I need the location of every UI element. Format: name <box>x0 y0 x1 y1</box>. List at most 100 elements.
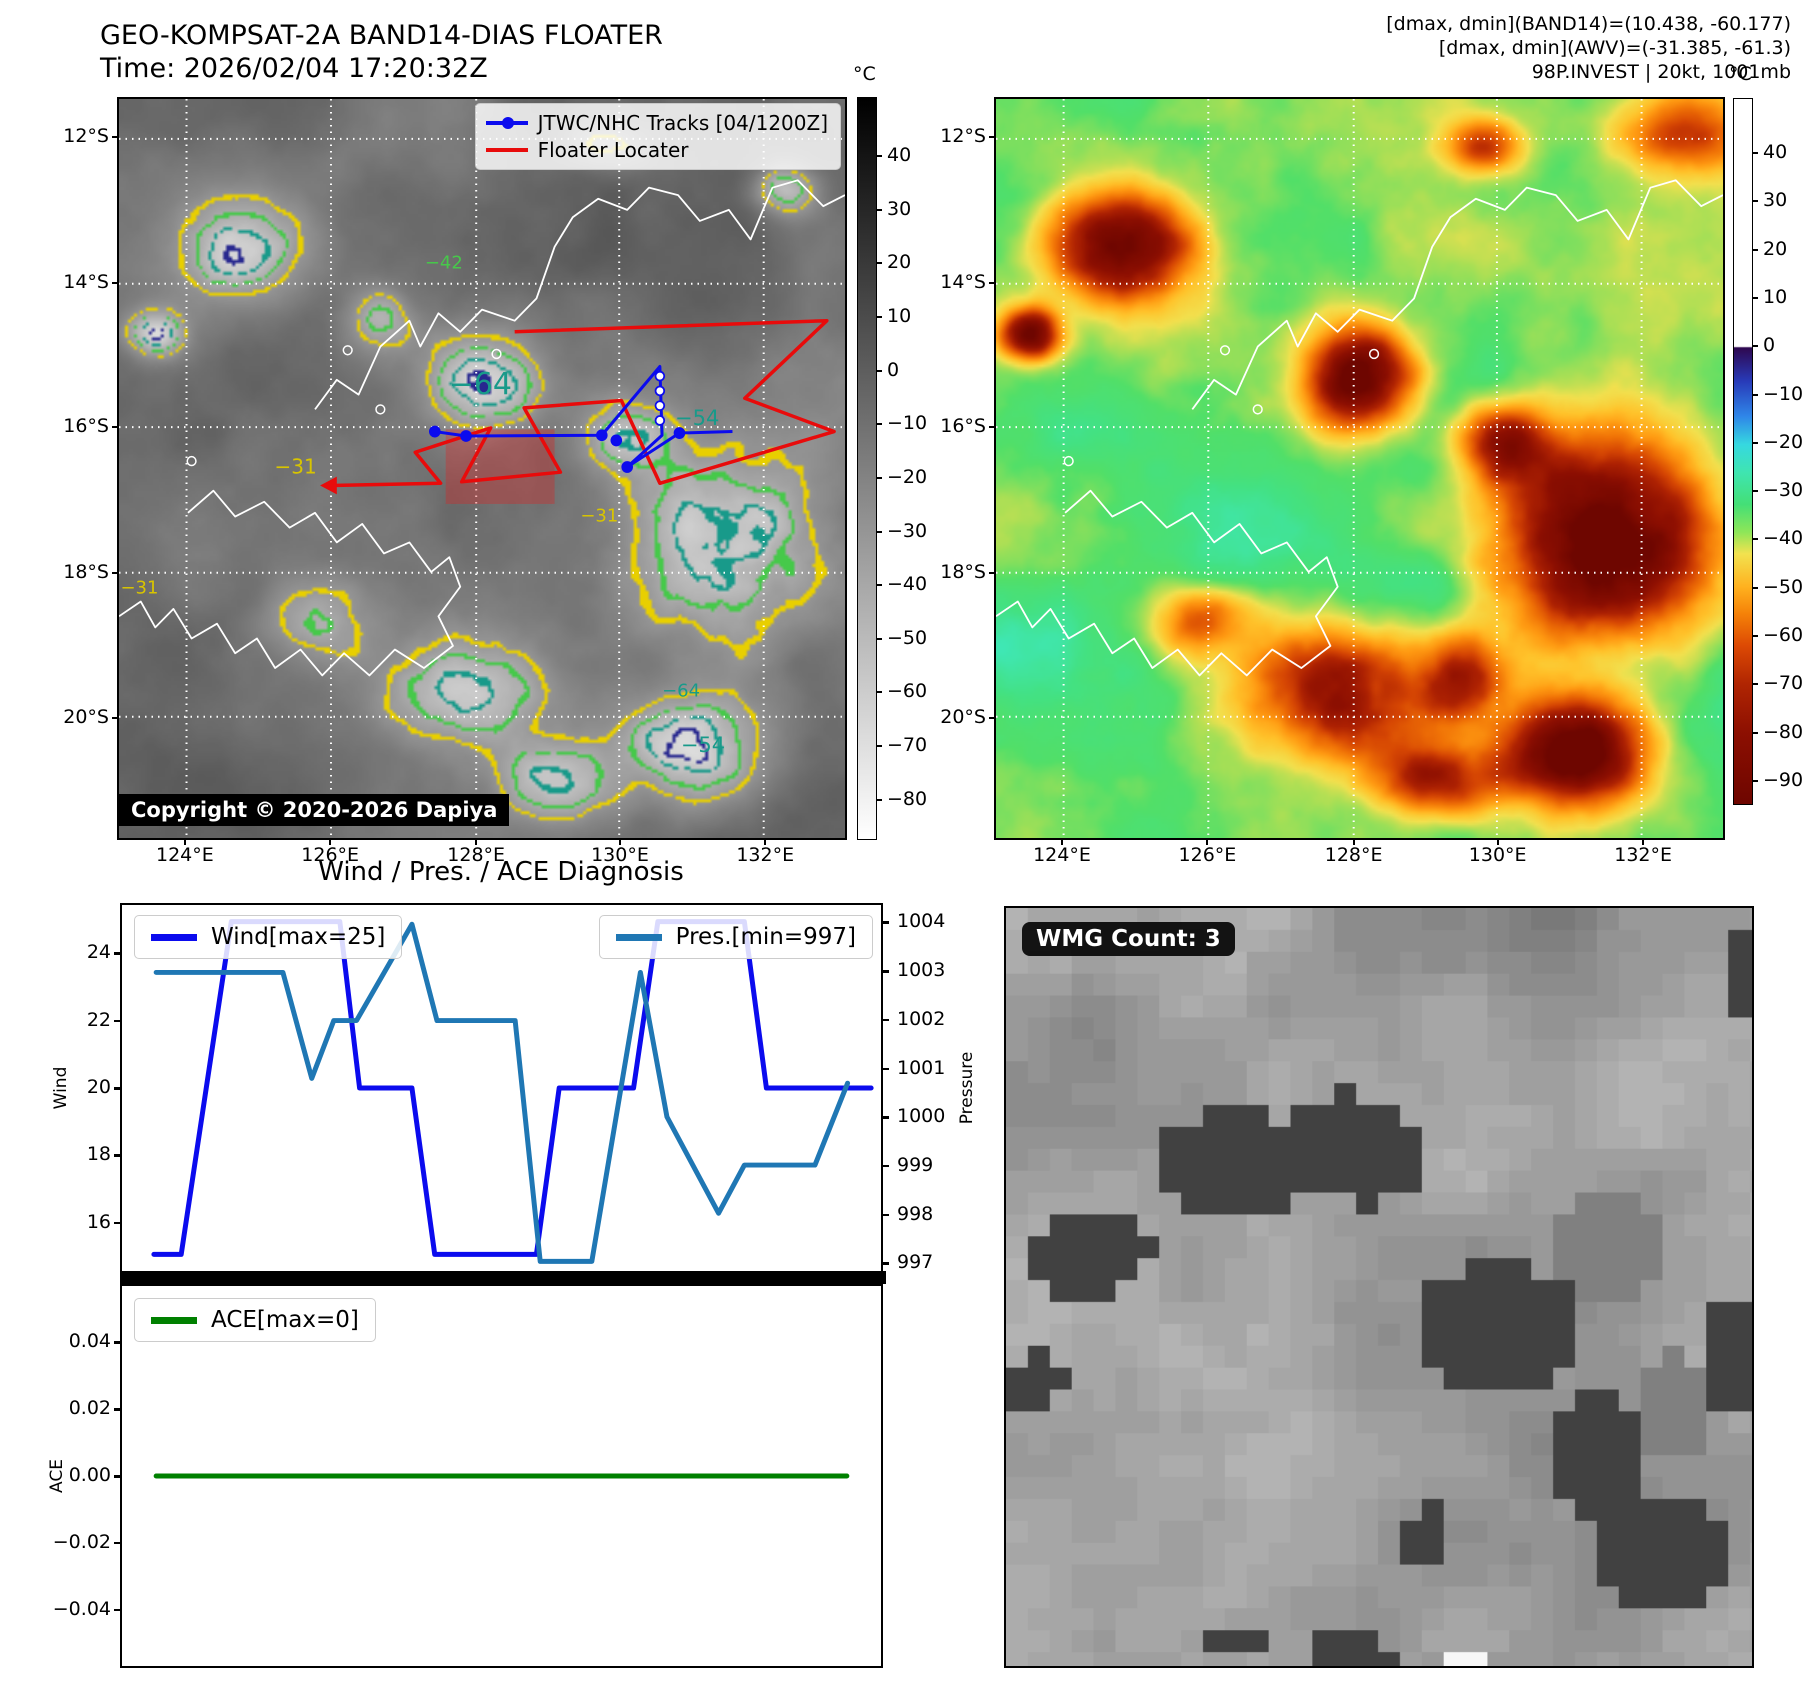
wind-series-swatch <box>151 933 197 941</box>
tick-mark <box>877 637 882 640</box>
jtwc-track-line-icon <box>485 116 528 129</box>
contour-label: −31 <box>580 505 619 527</box>
tick-mark <box>877 798 882 801</box>
lat-tick-label: 20°S <box>63 706 109 729</box>
contour-label: −64 <box>448 366 512 402</box>
band14-satellite-map: −64 −42 −54 −31 −31 −64 −54 −31 JTWC/NHC Tracks… <box>117 97 847 840</box>
tick-mark <box>877 208 882 211</box>
tick-mark <box>989 717 994 720</box>
colorbar-tick-label: −60 <box>887 680 928 703</box>
tick-mark <box>877 423 882 426</box>
tick-mark <box>1753 200 1758 203</box>
lon-tick-label: 128°E <box>1324 844 1383 867</box>
tick-mark <box>989 281 994 284</box>
awv-cloud-image <box>996 99 1723 838</box>
ace-legend: ACE[max=0] <box>134 1298 376 1342</box>
awv-colorbar <box>1733 98 1753 805</box>
wind-tick-label: 18 <box>86 1143 111 1166</box>
tick-mark <box>1753 634 1758 637</box>
tick-mark <box>114 1475 120 1478</box>
tick-mark <box>1352 840 1355 845</box>
colorbar-tick-label: −10 <box>887 412 928 435</box>
legend-item-jtwc-track: JTWC/NHC Tracks [04/1200Z] <box>485 109 828 136</box>
tick-mark <box>883 1262 889 1265</box>
lon-tick-label: 126°E <box>301 844 360 867</box>
lat-tick-label: 12°S <box>940 125 986 148</box>
tick-mark <box>112 425 117 428</box>
colorbar-tick-label: −30 <box>1763 479 1804 502</box>
lon-tick-label: 130°E <box>1468 844 1527 867</box>
tick-mark <box>114 1154 120 1157</box>
ace-chart: ACE[max=0] <box>120 1284 883 1668</box>
wind-tick-label: 16 <box>86 1210 111 1233</box>
tick-mark <box>1753 393 1758 396</box>
pressure-legend: Pres.[min=997] <box>598 915 873 959</box>
pressure-series-label: Pres.[min=997] <box>675 924 856 950</box>
contour-label: −64 <box>662 680 701 702</box>
tick-mark <box>475 840 478 845</box>
wmg-pixel-map: WMG Count: 3 <box>1004 906 1754 1668</box>
pressure-tick-label: 997 <box>897 1251 934 1274</box>
tick-mark <box>1753 779 1758 782</box>
lon-tick-label: 124°E <box>1033 844 1091 867</box>
tick-mark <box>877 584 882 587</box>
tick-mark <box>883 1116 889 1119</box>
colorbar-tick-label: 40 <box>887 144 912 167</box>
colorbar-tick-label: −90 <box>1763 768 1804 791</box>
ace-plot <box>153 1473 850 1479</box>
ace-tick-label: 0.04 <box>68 1330 111 1353</box>
colorbar-tick-label: 0 <box>1763 334 1776 357</box>
wind-legend: Wind[max=25] <box>134 915 403 959</box>
tick-mark <box>1060 840 1063 845</box>
wind-series-label: Wind[max=25] <box>211 924 386 950</box>
tick-mark <box>183 840 186 845</box>
awv-satellite-map <box>994 97 1725 840</box>
lon-tick-label: 126°E <box>1178 844 1237 867</box>
colorbar-tick-label: 30 <box>887 197 912 220</box>
tick-mark <box>1753 152 1758 155</box>
tick-mark <box>114 1341 120 1344</box>
tick-mark <box>989 572 994 575</box>
ace-series-label: ACE[max=0] <box>211 1307 359 1333</box>
wind-tick-label: 24 <box>86 941 111 964</box>
lon-tick-label: 130°E <box>591 844 649 867</box>
colorbar-tick-label: −30 <box>887 519 928 542</box>
tick-mark <box>877 530 882 533</box>
wmg-image <box>1006 908 1752 1666</box>
tick-mark <box>989 136 994 139</box>
pressure-series-swatch <box>615 933 662 941</box>
tick-mark <box>877 691 882 694</box>
contour-label: −54 <box>680 733 726 758</box>
pressure-axis-title: Pressure <box>957 1051 978 1125</box>
tick-mark <box>114 1408 120 1411</box>
chart-divider <box>120 1271 886 1284</box>
colorbar-tick-label: 10 <box>1763 286 1788 308</box>
lat-tick-label: 14°S <box>63 270 109 293</box>
tick-mark <box>1753 731 1758 734</box>
colorbar-tick-label: −20 <box>887 465 928 488</box>
lon-tick-label: 128°E <box>447 844 506 867</box>
contour-label: −54 <box>674 406 720 431</box>
ace-tick-label: −0.04 <box>52 1597 111 1620</box>
tick-mark <box>1753 683 1758 686</box>
tick-mark <box>1496 840 1499 845</box>
tick-mark <box>877 745 882 748</box>
tick-mark <box>329 840 332 845</box>
ace-series-swatch <box>151 1316 197 1324</box>
band14-colorbar-unit: °C <box>853 63 876 85</box>
colorbar-tick-label: 20 <box>1763 237 1788 260</box>
invest-status-label: 98P.INVEST | 20kt, 1001mb <box>1531 61 1791 83</box>
pressure-tick-label: 1001 <box>897 1056 946 1079</box>
tick-mark <box>883 1018 889 1022</box>
tick-mark <box>114 1541 120 1545</box>
tick-mark <box>877 315 882 318</box>
legend-item-floater-locater: Floater Locater <box>485 136 828 163</box>
awv-colorbar-unit: °C <box>1729 63 1752 85</box>
lat-tick-label: 14°S <box>940 270 986 293</box>
tick-mark <box>1206 840 1209 845</box>
tick-mark <box>114 1608 120 1612</box>
pressure-tick-label: 1002 <box>897 1007 946 1030</box>
colorbar-tick-label: −70 <box>1763 672 1804 695</box>
tick-mark <box>112 136 117 139</box>
colorbar-tick-label: 20 <box>887 251 912 274</box>
